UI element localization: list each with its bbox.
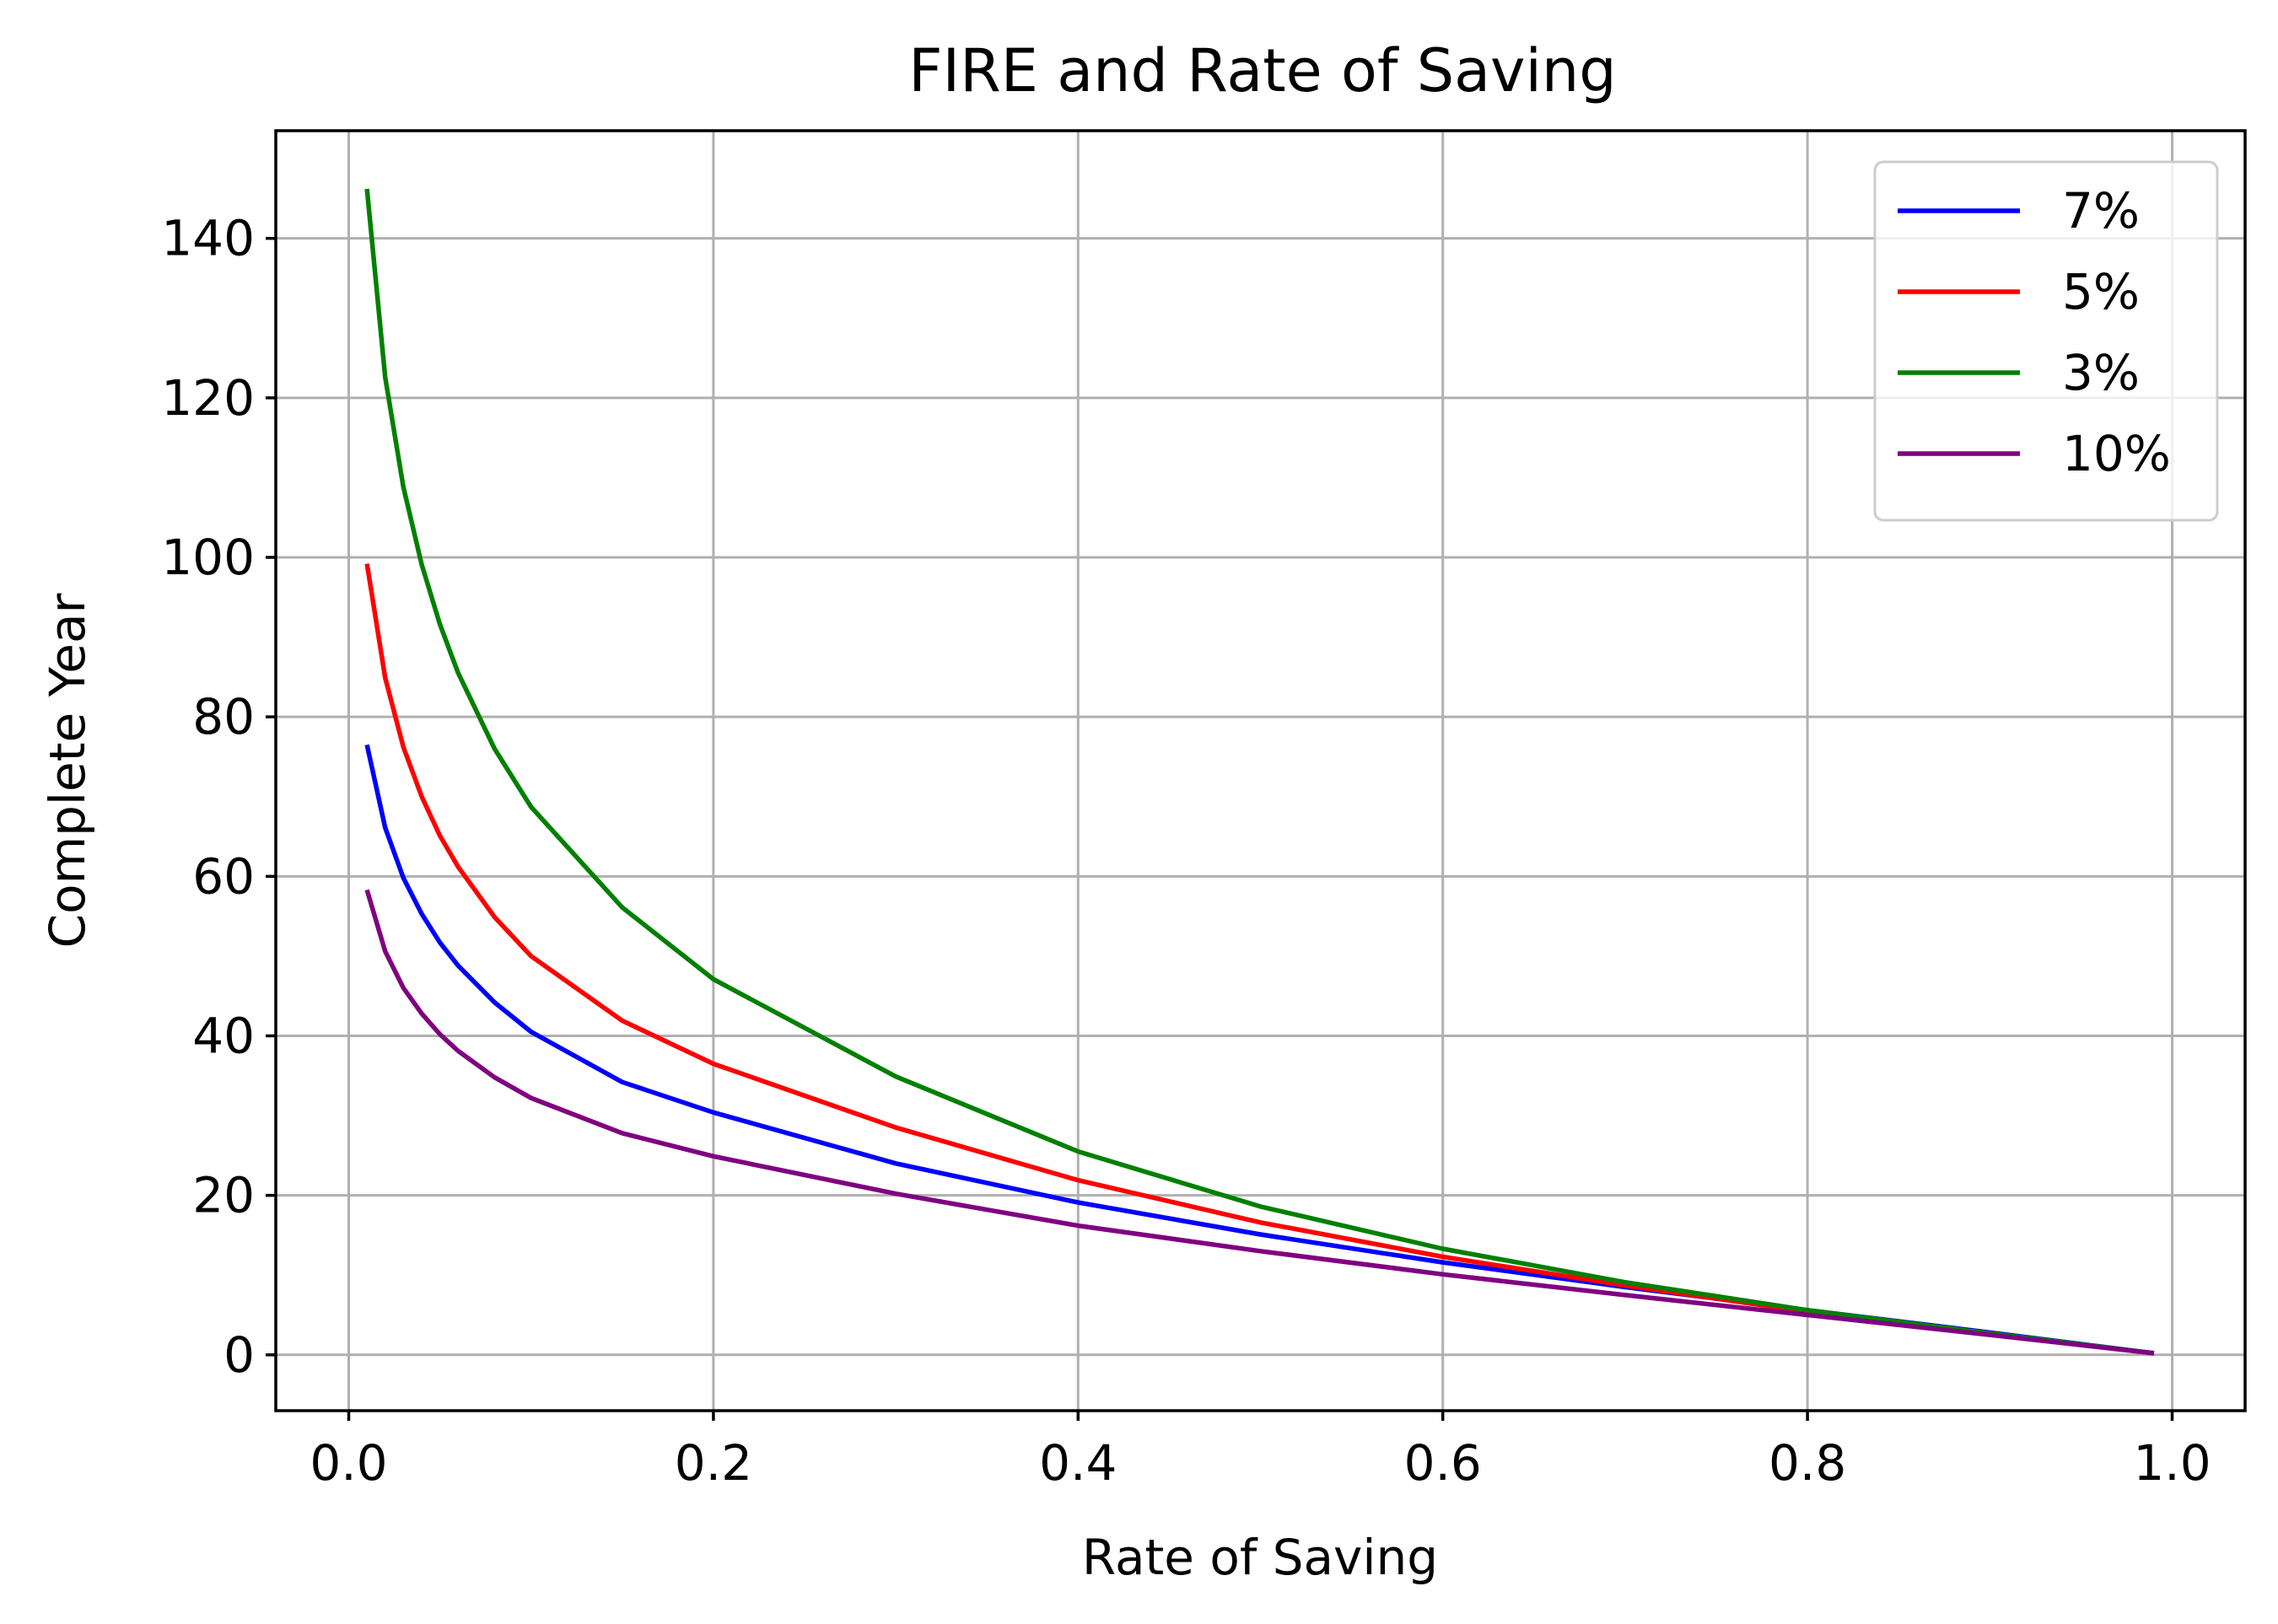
series-line-3pct [364, 188, 2155, 1356]
legend-label: 3% [2062, 344, 2140, 401]
legend-box [1873, 160, 2219, 522]
x-tick-label: 0.4 [1039, 1434, 1117, 1492]
legend-label: 10% [2062, 425, 2171, 482]
y-tick-label: 0 [223, 1326, 255, 1384]
y-tick-label: 20 [192, 1167, 255, 1224]
y-tick-label: 60 [192, 847, 255, 905]
y-tick-label: 80 [192, 688, 255, 745]
legend: 7% 5% 3% 10% [1873, 160, 2219, 522]
chart-title: FIRE and Rate of Saving [908, 36, 1616, 105]
x-axis-label: Rate of Saving [1082, 1529, 1438, 1586]
y-tick-label: 140 [161, 210, 255, 267]
y-tick-label: 100 [161, 529, 255, 586]
legend-label: 5% [2062, 263, 2140, 320]
x-tick-label: 0.6 [1404, 1434, 1482, 1492]
y-tick-label: 40 [192, 1007, 255, 1064]
legend-label: 7% [2062, 182, 2140, 239]
x-tick-label: 0.2 [675, 1434, 752, 1492]
grid-lines [276, 131, 2245, 1411]
series-line-10pct [364, 889, 2155, 1356]
series-lines [364, 188, 2155, 1356]
x-tick-label: 1.0 [2133, 1434, 2211, 1492]
y-axis-label: Complete Year [39, 593, 96, 948]
x-tick-label: 0.0 [310, 1434, 387, 1492]
x-tick-label: 0.8 [1769, 1434, 1846, 1492]
plot-frame [274, 129, 2247, 1412]
series-line-5pct [364, 563, 2155, 1356]
y-tick-label: 120 [161, 369, 255, 427]
y-axis-ticks: 0 20 40 60 80 100 120 140 [161, 210, 276, 1384]
x-axis-ticks: 0.0 0.2 0.4 0.6 0.8 1.0 [310, 1411, 2211, 1492]
